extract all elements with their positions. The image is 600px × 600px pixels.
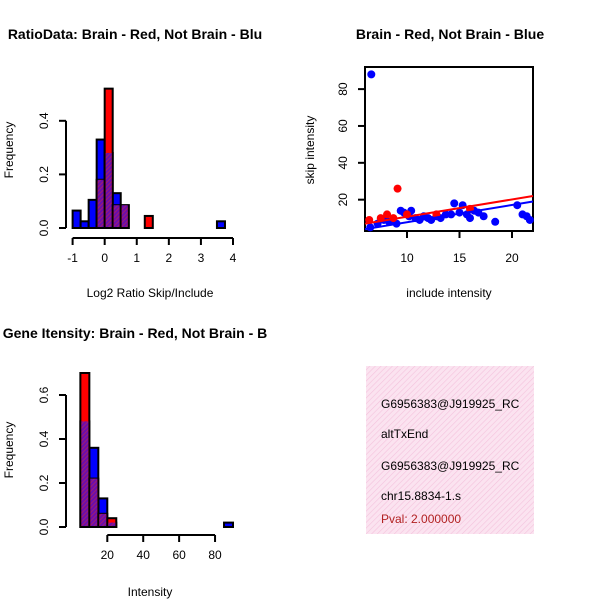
x-tick-label-2: 20 <box>505 251 519 265</box>
gene-intensity-histogram-ylabel: Frequency <box>2 422 16 479</box>
gene-intensity-histogram-xlabel: Intensity <box>128 585 173 599</box>
y-tick-label-2: 60 <box>336 119 350 133</box>
gene-intensity-histogram-title: Gene Itensity: Brain - Red, Not Brain - … <box>3 325 267 341</box>
info-line-junction-repeat: G6956383@J919925_RC <box>381 459 520 473</box>
y-tick-label-0: 0.0 <box>37 219 51 236</box>
info-panel: G6956383@J919925_RC altTxEnd G6956383@J9… <box>366 366 534 534</box>
point-not-brain-31 <box>525 215 534 224</box>
fit-line-brain <box>364 195 534 225</box>
bar-not-brain-1 <box>79 220 90 230</box>
intensity-scatter-ylabel: skip intensity <box>303 116 317 185</box>
y-tick-label-3: 0.6 <box>37 386 51 403</box>
x-tick-label-3: 2 <box>165 251 172 265</box>
info-line-location: chr15.8834-1.s <box>381 489 461 503</box>
info-line-event-type: altTxEnd <box>381 427 428 441</box>
bar-not-brain-2 <box>87 198 98 229</box>
bar-overlap-2 <box>113 205 120 227</box>
bar-overlap-2 <box>99 513 107 526</box>
bar-overlap-1 <box>105 152 112 227</box>
ratio-histogram-ylabel: Frequency <box>2 122 16 179</box>
y-tick-label-3: 80 <box>336 82 350 96</box>
gene-intensity-x-axis: 20 40 60 80 <box>101 534 222 562</box>
intensity-scatter-title: Brain - Red, Not Brain - Blue <box>356 26 544 42</box>
bar-not-brain-0 <box>71 209 82 230</box>
info-line-junction: G6956383@J919925_RC <box>381 397 520 411</box>
bar-not-brain-7 <box>215 220 226 230</box>
x-tick-label-2: 1 <box>133 251 140 265</box>
x-tick-label-1: 40 <box>137 548 151 562</box>
point-brain-2 <box>383 210 392 219</box>
ratio-histogram-bars-not-brain <box>71 138 226 230</box>
point-not-brain-19 <box>450 199 459 208</box>
bar-overlap-1 <box>90 478 98 526</box>
y-tick-label-2: 0.4 <box>37 112 51 129</box>
y-tick-label-0: 20 <box>336 193 350 207</box>
x-tick-label-3: 80 <box>208 548 222 562</box>
info-panel-background <box>366 366 534 534</box>
x-tick-label-2: 60 <box>172 548 186 562</box>
y-tick-label-0: 0.0 <box>37 518 51 535</box>
ratio-histogram-x-axis: -1 0 1 2 3 4 <box>67 237 237 265</box>
info-pval: Pval: 2.000000 <box>381 512 461 526</box>
y-tick-label-1: 0.2 <box>37 166 51 183</box>
ratio-histogram-xlabel: Log2 Ratio Skip/Include <box>87 286 214 300</box>
point-not-brain-23 <box>466 214 474 223</box>
x-tick-label-0: 10 <box>400 251 414 265</box>
bar-overlap-3 <box>108 522 116 526</box>
intensity-scatter-y-axis: 20 40 60 80 <box>336 82 365 206</box>
x-tick-label-0: -1 <box>67 251 78 265</box>
y-tick-label-1: 40 <box>336 156 350 170</box>
bar-brain-4 <box>143 214 154 230</box>
ratio-histogram: RatioData: Brain - Red, Not Brain - Blu … <box>2 26 262 300</box>
point-not-brain-26 <box>479 212 488 221</box>
x-tick-label-5: 4 <box>230 251 237 265</box>
bar-overlap-3 <box>121 205 128 227</box>
gene-intensity-bars-not-brain <box>79 420 234 528</box>
x-tick-label-0: 20 <box>101 548 115 562</box>
point-not-brain-0 <box>367 70 376 79</box>
point-brain-4 <box>393 184 402 193</box>
x-tick-label-1: 0 <box>101 251 108 265</box>
intensity-scatter-fit-lines <box>364 195 534 231</box>
gene-intensity-histogram: Gene Itensity: Brain - Red, Not Brain - … <box>2 325 267 599</box>
x-tick-label-4: 3 <box>198 251 205 265</box>
intensity-scatter-points <box>365 70 534 232</box>
ratio-histogram-y-axis: 0.0 0.2 0.4 <box>37 112 67 236</box>
bar-overlap-0 <box>81 421 89 526</box>
gene-intensity-y-axis: 0.0 0.2 0.4 0.6 <box>37 386 67 535</box>
bar-overlap-0 <box>97 179 104 227</box>
ratio-histogram-bars-brain <box>95 87 154 230</box>
gene-intensity-bars-brain <box>79 372 118 529</box>
x-tick-label-1: 15 <box>453 251 467 265</box>
y-tick-label-2: 0.4 <box>37 430 51 447</box>
intensity-scatter-x-axis: 10 15 20 <box>400 231 519 265</box>
intensity-scatter-xlabel: include intensity <box>406 286 491 300</box>
intensity-scatter-frame <box>364 66 534 232</box>
y-tick-label-1: 0.2 <box>37 474 51 491</box>
point-not-brain-27 <box>491 217 500 226</box>
fit-line-not-brain <box>364 200 534 231</box>
intensity-scatter: Brain - Red, Not Brain - Blue include in… <box>303 26 544 300</box>
bar-not-brain-4 <box>223 521 234 528</box>
ratio-histogram-title: RatioData: Brain - Red, Not Brain - Blu <box>8 26 262 42</box>
